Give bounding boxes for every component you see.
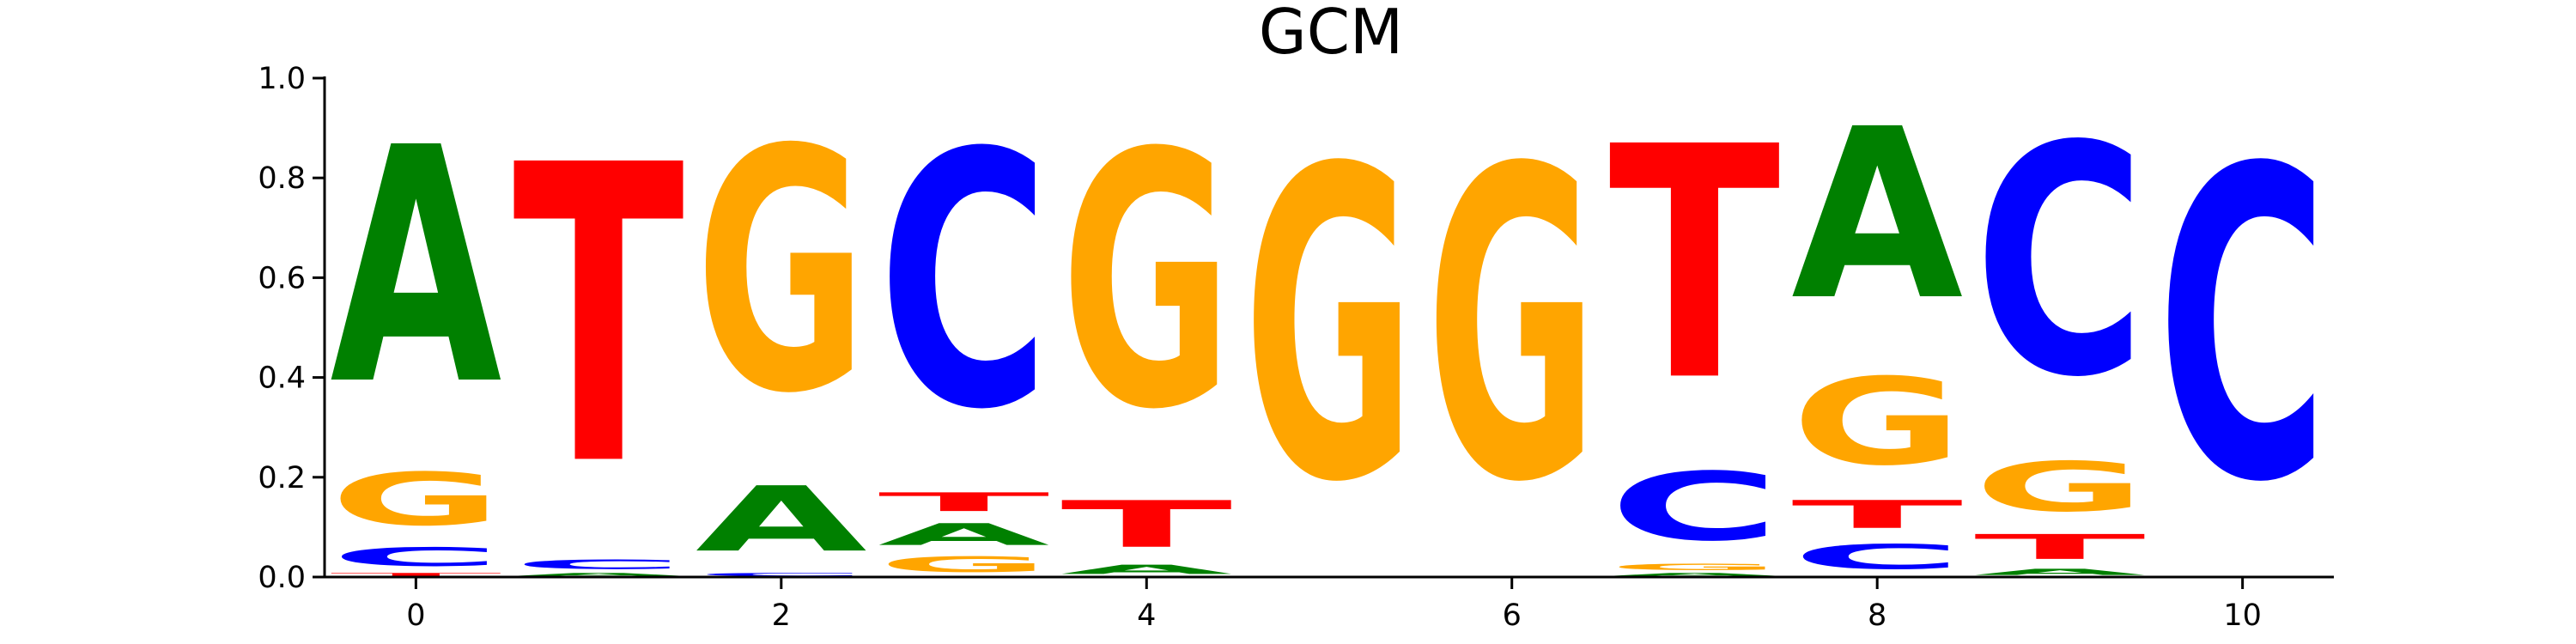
axes: 0.0 0.2 0.4 0.6 0.8 1.0 0 2 4 6 8 10 xyxy=(258,62,2334,633)
logo-letter-c-pos-2: C xyxy=(696,572,867,577)
logo-letter-t-pos-8: T xyxy=(1791,492,1963,537)
y-tick-label: 0.6 xyxy=(258,261,306,295)
logo-letter-g-pos-2: G xyxy=(696,80,867,466)
logo-letter-g-pos-8: G xyxy=(1791,353,1963,492)
x-tick-label: 0 xyxy=(406,598,425,633)
y-tick-label: 0.2 xyxy=(258,461,306,495)
logo-letter-g-pos-3: G xyxy=(878,552,1050,577)
logo-letter-t-pos-1: T xyxy=(513,80,686,556)
logo-letter-t-pos-3: T xyxy=(878,488,1050,518)
logo-letter-g-pos-6: G xyxy=(1426,80,1598,576)
logo-letter-a-pos-4: A xyxy=(1060,562,1232,577)
x-tick-label: 2 xyxy=(772,598,791,633)
logo-letter-a-pos-9: A xyxy=(1974,567,2146,577)
logo-letter-t-pos-7: T xyxy=(1608,80,1782,452)
logo-letter-t-pos-9: T xyxy=(1974,527,2146,567)
logo-letter-c-pos-0: C xyxy=(330,542,501,572)
logo-letter-g-pos-5: G xyxy=(1243,80,1415,576)
logo-letter-c-pos-3: C xyxy=(878,78,1050,486)
chart-title: GCM xyxy=(1259,0,1403,68)
logo-letter-a-pos-0: A xyxy=(330,80,503,457)
y-tick-label: 0.0 xyxy=(258,561,306,595)
logo-letter-g-pos-0: G xyxy=(330,458,501,542)
y-tick-label: 1.0 xyxy=(258,62,306,96)
logo-letter-a-pos-8: A xyxy=(1791,78,1965,352)
logo-letter-a-pos-2: A xyxy=(696,468,867,572)
x-tick-label: 6 xyxy=(1503,598,1522,633)
y-tick-label: 0.8 xyxy=(258,161,306,196)
x-tick-label: 10 xyxy=(2223,598,2262,633)
logo-letter-t-pos-0: T xyxy=(330,572,501,577)
logo-letter-t-pos-4: T xyxy=(1060,488,1232,562)
logo-letter-g-pos-9: G xyxy=(1974,447,2146,527)
logo-letter-a-pos-7: A xyxy=(1608,572,1780,577)
logo-letter-a-pos-3: A xyxy=(878,518,1050,552)
logo-letter-c-pos-10: C xyxy=(2157,80,2329,576)
logo-letter-c-pos-1: C xyxy=(513,557,684,572)
logo-letter-g-pos-7: G xyxy=(1608,562,1780,573)
logo-letter-c-pos-9: C xyxy=(1974,80,2146,447)
x-tick-label: 4 xyxy=(1137,598,1156,633)
y-tick-label: 0.4 xyxy=(258,361,306,396)
logo-letter-c-pos-7: C xyxy=(1608,453,1780,562)
x-tick-label: 8 xyxy=(1868,598,1886,633)
logo-letter-c-pos-8: C xyxy=(1791,538,1963,577)
logo-letter-a-pos-1: A xyxy=(513,572,684,577)
logo-letter-g-pos-4: G xyxy=(1060,80,1232,486)
